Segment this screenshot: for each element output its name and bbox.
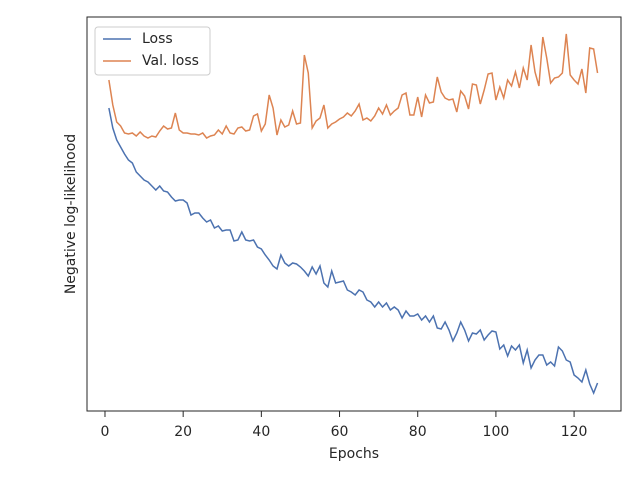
x-tick-label: 120 bbox=[561, 424, 588, 440]
series-line bbox=[108, 107, 599, 395]
legend-label: Val. loss bbox=[142, 53, 199, 69]
x-tick-label: 100 bbox=[483, 424, 510, 440]
x-axis-label: Epochs bbox=[329, 446, 379, 462]
x-tick-label: 60 bbox=[331, 424, 349, 440]
y-axis-label: Negative log-likelihood bbox=[63, 134, 79, 294]
x-tick-label: 40 bbox=[252, 424, 270, 440]
series-line bbox=[108, 33, 599, 139]
x-tick-label: 80 bbox=[409, 424, 427, 440]
x-tick-label: 0 bbox=[101, 424, 110, 440]
x-tick-label: 20 bbox=[174, 424, 192, 440]
legend-label: Loss bbox=[142, 31, 173, 47]
plot-frame bbox=[86, 16, 622, 412]
